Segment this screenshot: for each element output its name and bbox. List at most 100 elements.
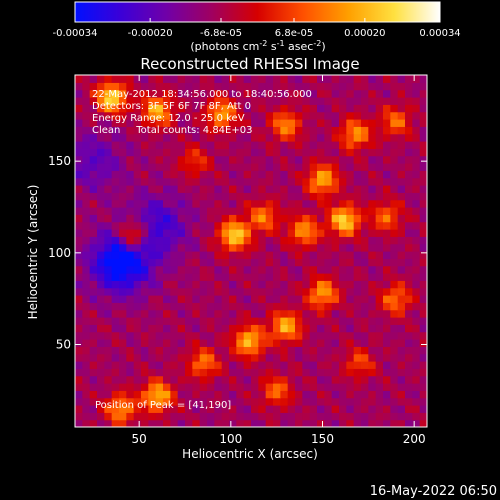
heatmap-cell bbox=[419, 141, 427, 149]
heatmap-cell bbox=[185, 419, 193, 427]
heatmap-cell bbox=[405, 97, 413, 105]
heatmap-cell bbox=[397, 229, 406, 237]
heatmap-cell bbox=[397, 126, 406, 135]
heatmap-cell bbox=[126, 317, 135, 325]
heatmap-cell bbox=[214, 89, 223, 98]
heatmap-cell bbox=[375, 412, 384, 421]
heatmap-cell bbox=[170, 251, 179, 259]
heatmap-cell bbox=[133, 317, 142, 325]
heatmap-cell bbox=[280, 141, 289, 149]
heatmap-cell bbox=[236, 273, 245, 281]
heatmap-cell bbox=[375, 390, 384, 399]
heatmap-cell bbox=[221, 126, 230, 135]
heatmap-cell bbox=[295, 221, 303, 230]
heatmap-cell bbox=[221, 287, 230, 296]
heatmap-cell bbox=[265, 390, 274, 399]
heatmap-cell bbox=[163, 214, 171, 223]
heatmap-cell bbox=[397, 353, 406, 362]
heatmap-cell bbox=[251, 346, 259, 355]
heatmap-cell bbox=[258, 390, 267, 399]
heatmap-cell bbox=[353, 199, 362, 208]
heatmap-cell bbox=[258, 104, 267, 113]
heatmap-cell bbox=[148, 148, 157, 157]
heatmap-cell bbox=[280, 302, 289, 311]
heatmap-cell bbox=[390, 177, 399, 186]
heatmap-cell bbox=[126, 331, 135, 340]
heatmap-cell bbox=[419, 339, 427, 347]
heatmap-cell bbox=[141, 199, 149, 208]
heatmap-cell bbox=[390, 185, 399, 193]
heatmap-cell bbox=[155, 251, 164, 259]
heatmap-cell bbox=[397, 368, 406, 377]
heatmap-cell bbox=[258, 361, 267, 369]
heatmap-cell bbox=[111, 273, 120, 281]
heatmap-cell bbox=[295, 185, 303, 193]
heatmap-cell bbox=[309, 287, 318, 296]
heatmap-cell bbox=[148, 361, 157, 369]
heatmap-cell bbox=[390, 324, 399, 333]
heatmap-cell bbox=[141, 324, 149, 333]
heatmap-cell bbox=[251, 331, 259, 340]
heatmap-cell bbox=[170, 295, 179, 303]
heatmap-cell bbox=[353, 339, 362, 347]
heatmap-cell bbox=[339, 148, 347, 157]
heatmap-cell bbox=[177, 141, 186, 149]
heatmap-cell bbox=[419, 317, 427, 325]
heatmap-cell bbox=[265, 265, 274, 274]
heatmap-cell bbox=[419, 229, 427, 237]
heatmap-cell bbox=[141, 119, 149, 127]
heatmap-cell bbox=[258, 251, 267, 259]
heatmap-cell bbox=[287, 126, 296, 135]
heatmap-cell bbox=[192, 126, 201, 135]
heatmap-cell bbox=[287, 324, 296, 333]
heatmap-cell bbox=[104, 111, 113, 120]
heatmap-cell bbox=[412, 111, 421, 120]
heatmap-cell bbox=[287, 258, 296, 267]
heatmap-cell bbox=[207, 295, 215, 303]
heatmap-cell bbox=[324, 236, 333, 245]
heatmap-cell bbox=[383, 265, 391, 274]
heatmap-cell bbox=[265, 111, 274, 120]
heatmap-cell bbox=[383, 199, 391, 208]
heatmap-cell bbox=[192, 419, 201, 427]
heatmap-cell bbox=[177, 75, 186, 83]
heatmap-cell bbox=[141, 82, 149, 91]
heatmap-cell bbox=[375, 89, 384, 98]
heatmap-cell bbox=[89, 229, 98, 237]
heatmap-cell bbox=[309, 119, 318, 127]
heatmap-cell bbox=[97, 390, 105, 399]
heatmap-cell bbox=[375, 185, 384, 193]
colorbar-unit-label: (photons cm-2 s-1 asec-2) bbox=[190, 39, 325, 53]
heatmap-cell bbox=[368, 383, 377, 391]
heatmap-cell bbox=[368, 236, 377, 245]
heatmap-cell bbox=[148, 229, 157, 237]
heatmap-cell bbox=[302, 221, 311, 230]
heatmap-cell bbox=[419, 324, 427, 333]
heatmap-cell bbox=[361, 97, 369, 105]
heatmap-cell bbox=[324, 397, 333, 406]
heatmap-cell bbox=[412, 126, 421, 135]
heatmap-cell bbox=[346, 331, 355, 340]
heatmap-cell bbox=[97, 141, 105, 149]
heatmap-cell bbox=[82, 324, 91, 333]
heatmap-cell bbox=[397, 251, 406, 259]
heatmap-cell bbox=[397, 148, 406, 157]
heatmap-cell bbox=[170, 141, 179, 149]
heatmap-cell bbox=[75, 302, 83, 311]
heatmap-cell bbox=[155, 368, 164, 377]
heatmap-cell bbox=[82, 133, 91, 142]
heatmap-cell bbox=[324, 287, 333, 296]
heatmap-cell bbox=[89, 163, 98, 171]
heatmap-cell bbox=[155, 309, 164, 318]
heatmap-cell bbox=[383, 207, 391, 215]
heatmap-cell bbox=[119, 331, 127, 340]
heatmap-cell bbox=[397, 97, 406, 105]
heatmap-cell bbox=[258, 126, 267, 135]
heatmap-cell bbox=[375, 280, 384, 289]
heatmap-cell bbox=[163, 192, 171, 201]
heatmap-cell bbox=[170, 163, 179, 171]
heatmap-cell bbox=[390, 295, 399, 303]
heatmap-cell bbox=[133, 185, 142, 193]
heatmap-cell bbox=[236, 207, 245, 215]
heatmap-cell bbox=[317, 243, 325, 252]
